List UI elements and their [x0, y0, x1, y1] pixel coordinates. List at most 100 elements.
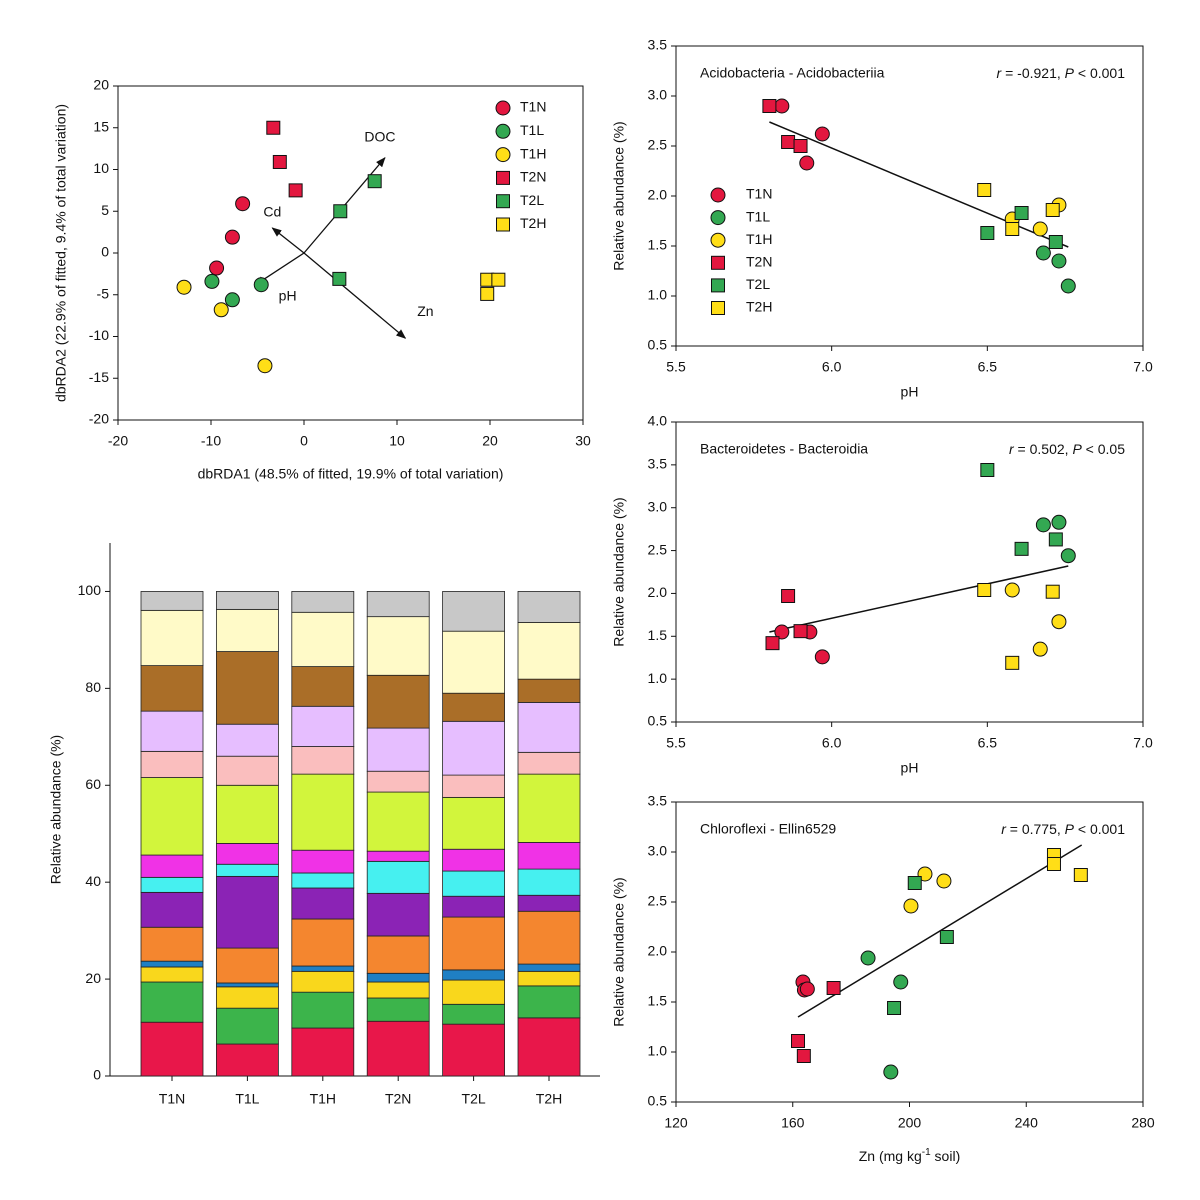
- bar-segment: [366, 997, 430, 1022]
- y-axis-label: Relative abundance (%): [611, 877, 627, 1026]
- y-tick-label: 1.5: [648, 237, 668, 253]
- x-tick-label: 30: [575, 433, 591, 449]
- point: [1005, 222, 1020, 236]
- x-tick-label: 5.5: [666, 735, 686, 751]
- bar-segment: [366, 860, 430, 894]
- bar-segment: [140, 960, 204, 968]
- point: [1004, 582, 1020, 598]
- y-tick-label: 1.5: [648, 993, 668, 1009]
- point: [176, 279, 192, 295]
- x-tick-label: T1L: [235, 1091, 259, 1107]
- point: [883, 1064, 899, 1080]
- y-tick-label: 2.5: [648, 137, 668, 153]
- bar-segment: [517, 591, 581, 623]
- y-tick-label: 2.0: [648, 584, 668, 600]
- stat-text-part: < 0.05: [1082, 441, 1125, 457]
- point: [332, 271, 347, 286]
- point: [1005, 655, 1020, 670]
- y-tick-label: 10: [93, 160, 109, 176]
- point: [491, 272, 506, 287]
- point: [253, 277, 269, 293]
- y-tick-label: 80: [85, 679, 101, 695]
- point: [272, 154, 287, 169]
- y-tick-label: 40: [85, 873, 101, 889]
- fit-line: [769, 565, 1069, 633]
- point: [814, 126, 830, 142]
- x-tick-label: 280: [1131, 1115, 1155, 1131]
- bar-segment: [442, 692, 506, 722]
- bar-segment: [291, 970, 355, 993]
- bar-segment: [517, 985, 581, 1019]
- bar-segment: [215, 608, 279, 652]
- biplot-arrow: [271, 227, 305, 254]
- y-tick-label: 20: [93, 77, 109, 93]
- x-tick-label: T2L: [462, 1091, 486, 1107]
- x-tick-label: -10: [201, 433, 221, 449]
- bar-segment: [140, 710, 204, 752]
- y-tick-label: 1.5: [648, 627, 668, 643]
- bar-segment: [140, 609, 204, 666]
- y-tick-label: 3.5: [648, 37, 668, 53]
- point: [977, 183, 992, 197]
- point: [893, 974, 909, 990]
- x-tick-label: 6.5: [978, 359, 998, 375]
- x-tick-label: 120: [664, 1115, 688, 1131]
- legend-marker: [711, 255, 725, 270]
- y-tick-label: -5: [97, 285, 110, 301]
- y-tick-label: 1.0: [648, 1043, 668, 1059]
- legend-marker: [495, 123, 511, 139]
- point: [1035, 245, 1051, 261]
- point: [826, 981, 841, 995]
- point: [1032, 221, 1048, 237]
- bar-segment: [442, 895, 506, 918]
- legend-label: T1N: [520, 99, 546, 115]
- bar-segment: [215, 1007, 279, 1045]
- bar-segment: [140, 876, 204, 893]
- stat-text-part: P: [1072, 441, 1082, 457]
- point: [480, 286, 495, 301]
- y-axis-label: dbRDA2 (22.9% of fitted, 9.4% of total v…: [53, 104, 69, 402]
- x-tick-label: T1H: [310, 1091, 336, 1107]
- y-axis-label: Relative abundance (%): [48, 735, 64, 884]
- legend-marker: [710, 210, 726, 226]
- bar-segment: [215, 982, 279, 988]
- point: [762, 99, 777, 113]
- bar-segment: [140, 891, 204, 928]
- x-tick-label: -20: [108, 433, 128, 449]
- y-tick-label: 0.5: [648, 713, 668, 729]
- bar-segment: [215, 784, 279, 844]
- bar-segment: [517, 894, 581, 912]
- bar-segment: [366, 727, 430, 772]
- bar-segment: [291, 773, 355, 851]
- x-tick-label: 7.0: [1133, 359, 1153, 375]
- point: [288, 183, 303, 198]
- stat-text-part: P: [1065, 65, 1075, 81]
- bar-segment: [140, 854, 204, 878]
- bar-segment: [140, 966, 204, 983]
- fit-line: [769, 121, 1069, 248]
- bar-segment: [442, 720, 506, 776]
- bar-segment: [215, 986, 279, 1009]
- point: [1048, 235, 1063, 249]
- y-axis-label: Relative abundance (%): [611, 121, 627, 270]
- y-tick-label: -20: [89, 411, 109, 427]
- legend-label: T2N: [520, 169, 546, 185]
- legend-label: T1L: [746, 208, 770, 224]
- legend-label: T1N: [746, 186, 772, 202]
- legend-label: T2L: [746, 276, 770, 292]
- point: [793, 624, 808, 639]
- point: [1032, 641, 1048, 657]
- arrow-label: Zn: [417, 303, 433, 319]
- bar-segment: [442, 979, 506, 1005]
- point: [1073, 868, 1088, 882]
- bar-segment: [215, 1043, 279, 1077]
- point: [781, 135, 796, 149]
- bar-segment: [291, 1027, 355, 1077]
- plot-frame: [117, 85, 584, 421]
- bar-segment: [366, 616, 430, 676]
- bar-segment: [517, 678, 581, 703]
- bar-segment: [517, 702, 581, 753]
- y-tick-label: 15: [93, 118, 109, 134]
- point: [213, 302, 229, 318]
- bar-segment: [442, 630, 506, 694]
